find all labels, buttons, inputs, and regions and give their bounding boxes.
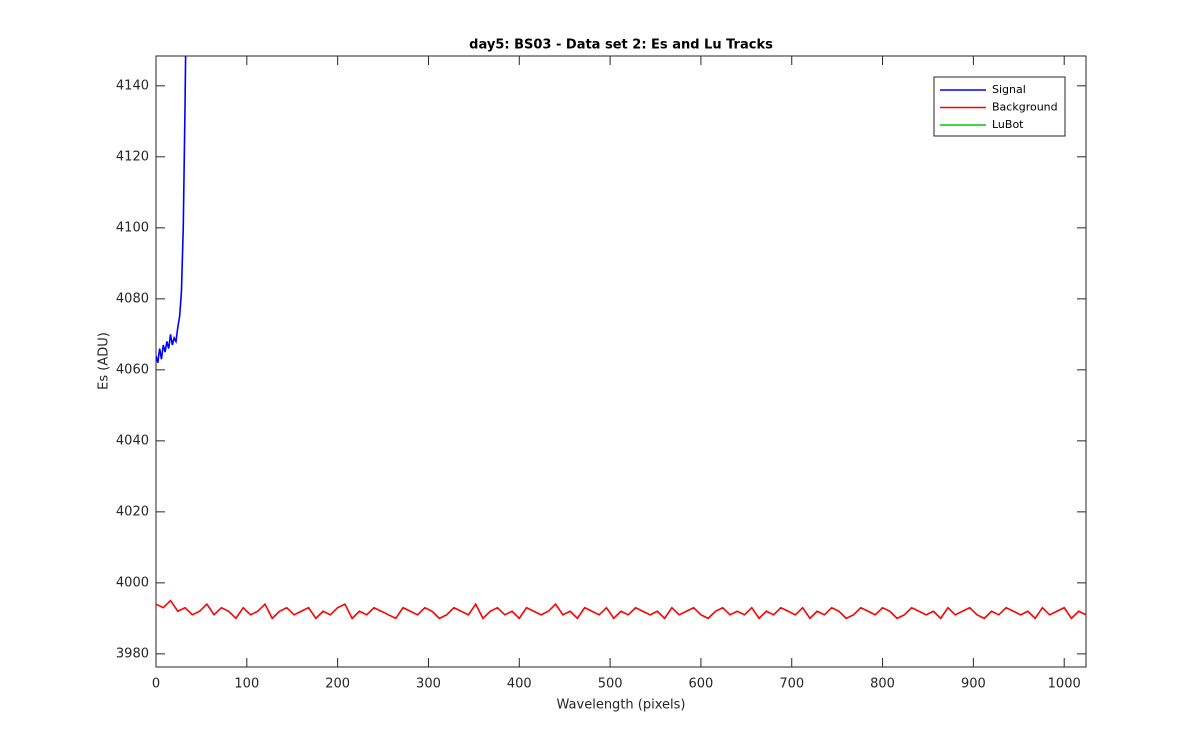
y-tick-label: 3980: [116, 646, 149, 661]
legend-label: Signal: [992, 83, 1026, 96]
chart-title: day5: BS03 - Data set 2: Es and Lu Track…: [469, 38, 773, 53]
x-tick-label: 0: [152, 677, 160, 692]
legend-label: LuBot: [992, 118, 1024, 131]
x-tick-label: 500: [598, 677, 623, 692]
x-tick-label: 900: [961, 677, 986, 692]
x-tick-label: 200: [325, 677, 350, 692]
y-tick-label: 4040: [116, 433, 149, 448]
y-tick-label: 4060: [116, 362, 149, 377]
series-line: [156, 599, 1086, 620]
x-tick-label: 100: [234, 677, 259, 692]
series-line: [156, 56, 187, 363]
y-tick-label: 4100: [116, 220, 149, 235]
x-tick-label: 300: [416, 677, 441, 692]
x-tick-label: 800: [870, 677, 895, 692]
plot-area: [155, 55, 1087, 668]
lines: [156, 56, 1086, 620]
x-tick-label: 700: [779, 677, 804, 692]
x-tick-label: 1000: [1048, 677, 1081, 692]
y-tick-label: 4020: [116, 504, 149, 519]
y-tick-label: 4080: [116, 291, 149, 306]
legend-label: Background: [992, 101, 1058, 114]
x-tick-label: 400: [507, 677, 532, 692]
y-axis-label: Es (ADU): [97, 332, 112, 390]
y-tick-label: 4140: [116, 78, 149, 93]
x-tick-label: 600: [689, 677, 714, 692]
legend-box: [933, 76, 1066, 137]
y-tick-label: 4120: [116, 149, 149, 164]
y-tick-label: 4000: [116, 575, 149, 590]
x-axis-label: Wavelength (pixels): [557, 698, 686, 713]
